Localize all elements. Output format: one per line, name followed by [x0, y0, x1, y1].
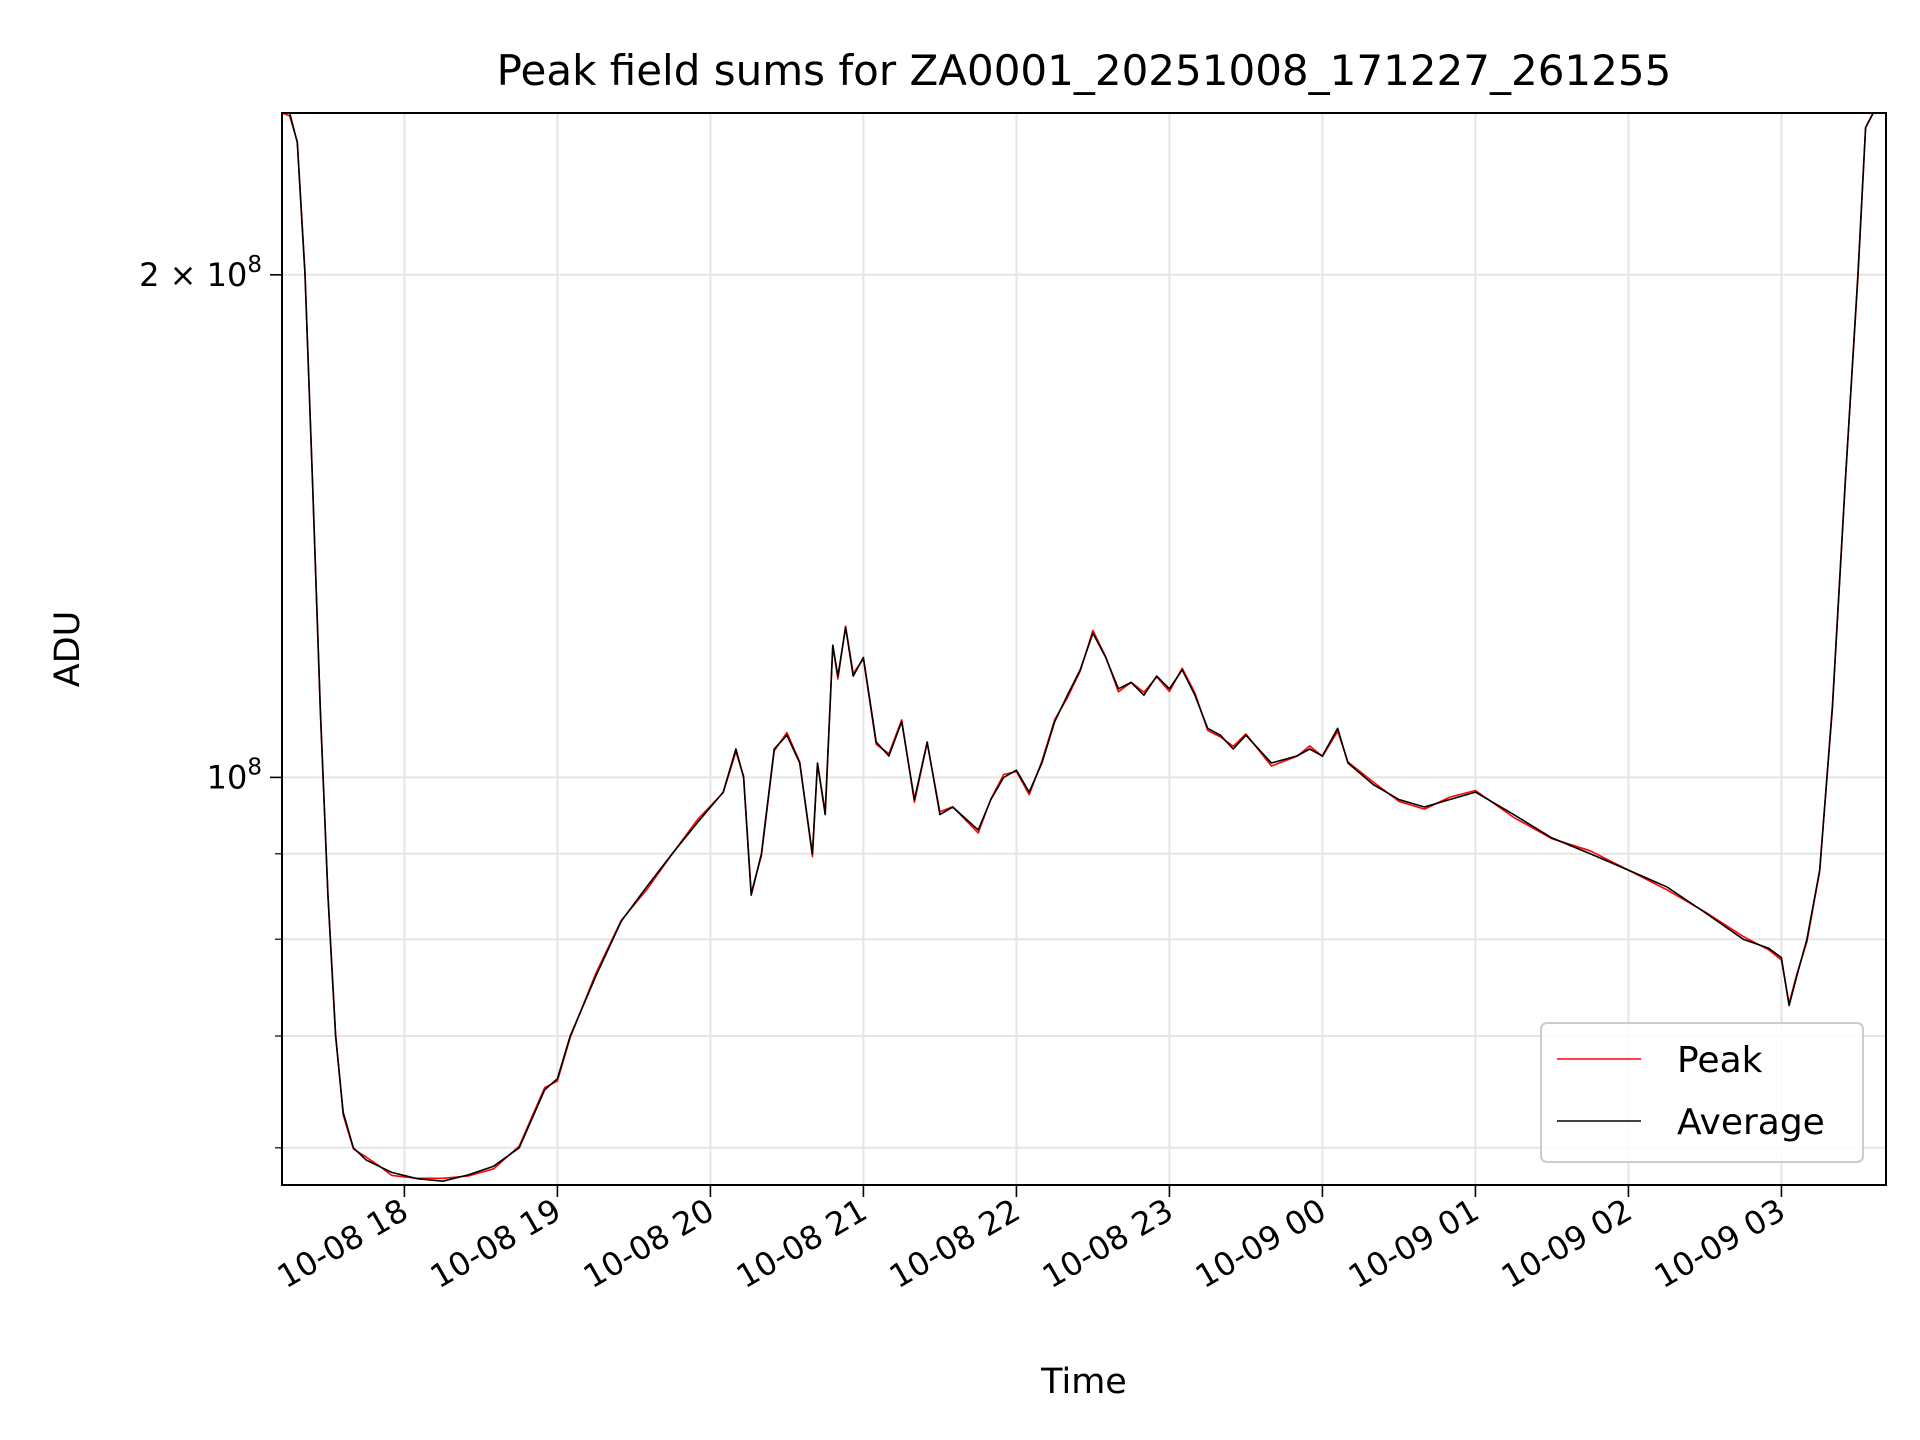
y-axis-label: ADU — [48, 611, 88, 688]
legend: Peak Average — [1540, 1022, 1864, 1163]
y-axis: 108 2 × 108 — [139, 252, 282, 1149]
series-line-average — [282, 112, 1886, 1182]
legend-label-average: Average — [1677, 1102, 1825, 1143]
legend-label-peak: Peak — [1677, 1040, 1763, 1081]
plot-frame — [281, 112, 1887, 1186]
legend-box — [1540, 1022, 1864, 1163]
chart-title: Peak field sums for ZA0001_20251008_1712… — [497, 46, 1672, 95]
series-lines — [281, 112, 1886, 1182]
x-axis-label: Time — [1040, 1362, 1127, 1402]
grid — [282, 113, 1886, 1185]
y-tick-label: 108 — [207, 754, 262, 796]
y-tick-label: 2 × 108 — [139, 252, 262, 294]
